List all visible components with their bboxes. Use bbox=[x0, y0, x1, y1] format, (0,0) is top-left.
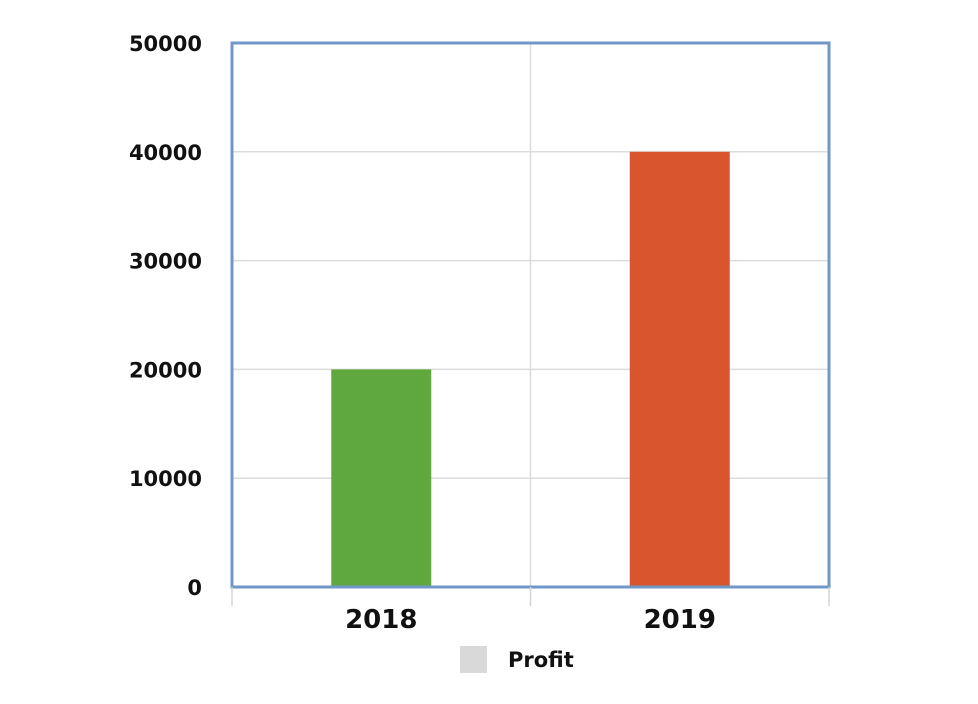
legend: Profit bbox=[460, 646, 574, 673]
x-tick-layer bbox=[231, 587, 830, 606]
x-tick-label: 2019 bbox=[644, 605, 716, 635]
y-tick-label: 40000 bbox=[129, 141, 202, 165]
bar-2018 bbox=[331, 369, 432, 587]
grid-layer bbox=[232, 43, 829, 587]
y-tick-label: 10000 bbox=[129, 467, 202, 491]
y-tick-label: 50000 bbox=[129, 32, 202, 56]
y-tick-label: 0 bbox=[187, 576, 202, 600]
y-tick-label: 20000 bbox=[129, 358, 202, 382]
legend-swatch bbox=[460, 646, 487, 673]
bar-layer bbox=[331, 151, 730, 588]
y-tick-label: 30000 bbox=[129, 250, 202, 274]
legend-label: Profit bbox=[508, 648, 574, 672]
x-tick-label: 2018 bbox=[345, 605, 417, 635]
bar-2019 bbox=[629, 151, 730, 588]
x-tick-label-layer: 2018 2019 bbox=[345, 605, 716, 635]
y-tick-label-layer: 0 10000 20000 30000 40000 50000 bbox=[129, 32, 202, 600]
